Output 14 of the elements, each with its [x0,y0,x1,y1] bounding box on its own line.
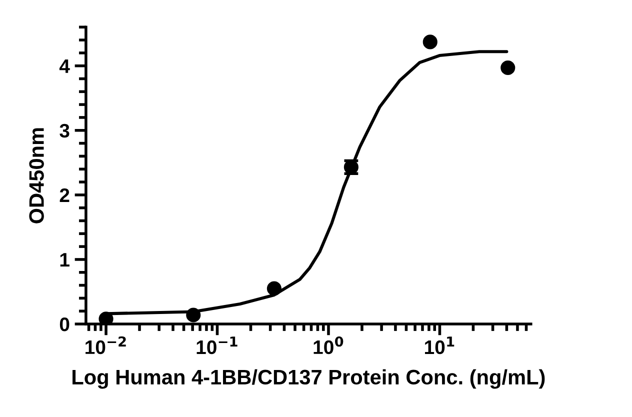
point [500,60,516,76]
y-tick-label: 4 [59,60,70,73]
x-tick-label: 10$^{−1}$ [196,336,238,354]
x-tick-label: 10$^{−2}$ [86,336,126,354]
x-axis-title: Log Human 4-1BB/CD137 Protein Conc. (ng/mL) [72,369,545,389]
y-axis-title: OD450nm [29,128,44,224]
x-tick-label: 10$^{0}$ [314,336,344,354]
y-tick-label: 3 [60,124,70,138]
point [186,308,201,322]
point [422,34,438,50]
y-tick-label: 1 [60,253,70,267]
y-tick-label: 2 [60,188,70,202]
y-tick-label: 0 [60,317,70,332]
x-tick-label: 10$^{1}$ [425,336,454,354]
